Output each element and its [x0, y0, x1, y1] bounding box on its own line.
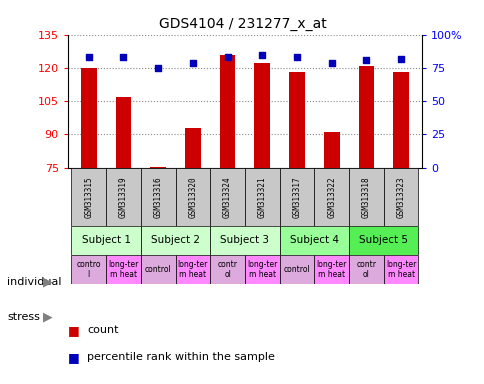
- Text: control: control: [283, 265, 310, 274]
- Text: GSM313317: GSM313317: [292, 176, 301, 218]
- Text: Subject 5: Subject 5: [359, 235, 408, 245]
- Bar: [323, 132, 339, 168]
- Text: Subject 4: Subject 4: [289, 235, 338, 245]
- Text: contr
ol: contr ol: [217, 260, 237, 279]
- Text: ▶: ▶: [43, 310, 52, 323]
- Text: control: control: [145, 265, 171, 274]
- Text: GSM313315: GSM313315: [84, 176, 93, 218]
- Text: long-ter
m heat: long-ter m heat: [108, 260, 138, 279]
- Text: long-ter
m heat: long-ter m heat: [385, 260, 415, 279]
- Bar: [106, 168, 140, 226]
- Bar: [71, 255, 106, 284]
- Bar: [279, 255, 314, 284]
- Text: GSM313316: GSM313316: [153, 176, 162, 218]
- Text: Subject 1: Subject 1: [81, 235, 130, 245]
- Bar: [210, 255, 244, 284]
- Bar: [288, 72, 304, 168]
- Text: contr
ol: contr ol: [356, 260, 376, 279]
- Bar: [185, 128, 200, 168]
- Text: GDS4104 / 231277_x_at: GDS4104 / 231277_x_at: [158, 17, 326, 31]
- Bar: [279, 168, 314, 226]
- Text: ■: ■: [68, 324, 79, 337]
- Bar: [71, 168, 106, 226]
- Text: percentile rank within the sample: percentile rank within the sample: [87, 352, 274, 362]
- Point: [258, 51, 266, 58]
- Point: [396, 55, 404, 61]
- Text: stress: stress: [7, 312, 40, 322]
- Point: [85, 54, 92, 60]
- Bar: [219, 55, 235, 168]
- Point: [327, 60, 335, 66]
- Bar: [348, 168, 383, 226]
- Bar: [150, 167, 166, 168]
- Text: GSM313318: GSM313318: [361, 176, 370, 218]
- Text: long-ter
m heat: long-ter m heat: [316, 260, 346, 279]
- Point: [154, 65, 162, 71]
- Bar: [140, 255, 175, 284]
- Bar: [314, 255, 348, 284]
- Bar: [210, 168, 244, 226]
- Bar: [279, 226, 348, 255]
- Bar: [393, 72, 408, 168]
- Text: GSM313319: GSM313319: [119, 176, 128, 218]
- Point: [120, 54, 127, 60]
- Bar: [244, 255, 279, 284]
- Bar: [71, 226, 140, 255]
- Bar: [358, 66, 374, 168]
- Point: [223, 54, 231, 60]
- Text: GSM313320: GSM313320: [188, 176, 197, 218]
- Bar: [175, 168, 210, 226]
- Bar: [348, 255, 383, 284]
- Bar: [244, 168, 279, 226]
- Text: long-ter
m heat: long-ter m heat: [246, 260, 277, 279]
- Bar: [140, 226, 210, 255]
- Text: long-ter
m heat: long-ter m heat: [177, 260, 208, 279]
- Text: GSM313322: GSM313322: [327, 176, 335, 218]
- Bar: [348, 226, 418, 255]
- Text: ■: ■: [68, 351, 79, 364]
- Text: count: count: [87, 325, 119, 335]
- Text: ▶: ▶: [43, 276, 52, 289]
- Bar: [254, 63, 270, 168]
- Bar: [175, 255, 210, 284]
- Text: GSM313323: GSM313323: [396, 176, 405, 218]
- Text: Subject 2: Subject 2: [151, 235, 199, 245]
- Point: [292, 54, 300, 60]
- Bar: [210, 226, 279, 255]
- Text: individual: individual: [7, 277, 61, 287]
- Text: Subject 3: Subject 3: [220, 235, 269, 245]
- Bar: [115, 97, 131, 168]
- Bar: [140, 168, 175, 226]
- Text: contro
l: contro l: [76, 260, 101, 279]
- Bar: [106, 255, 140, 284]
- Bar: [314, 168, 348, 226]
- Bar: [383, 255, 418, 284]
- Bar: [81, 68, 96, 168]
- Text: GSM313321: GSM313321: [257, 176, 266, 218]
- Bar: [383, 168, 418, 226]
- Point: [362, 57, 369, 63]
- Point: [189, 60, 197, 66]
- Text: GSM313324: GSM313324: [223, 176, 231, 218]
